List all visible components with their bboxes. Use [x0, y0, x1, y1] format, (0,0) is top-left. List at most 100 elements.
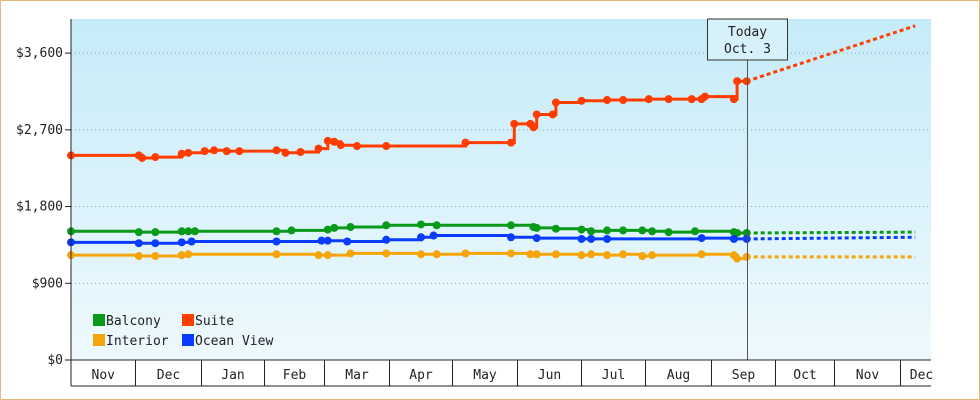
- x-tick-label: Apr: [409, 368, 433, 383]
- data-point: [603, 234, 612, 243]
- legend: Balcony Suite Interior Ocean View: [93, 314, 273, 349]
- legend-swatch: [93, 314, 105, 326]
- data-point: [648, 251, 657, 260]
- x-tick-label: Aug: [667, 368, 690, 383]
- data-point: [507, 221, 515, 230]
- y-tick-label: $900: [32, 276, 63, 291]
- legend-swatch: [182, 334, 194, 346]
- data-point: [507, 138, 515, 147]
- data-point: [222, 147, 231, 156]
- data-point: [151, 228, 160, 237]
- projection-line: [746, 230, 916, 235]
- plot-area: [71, 19, 931, 360]
- today-label: Today: [728, 25, 767, 40]
- x-tick-label: Jul: [602, 368, 625, 383]
- data-point: [644, 95, 653, 104]
- data-point: [323, 236, 332, 245]
- data-point: [323, 225, 332, 234]
- data-point: [548, 110, 557, 119]
- data-point: [603, 226, 612, 235]
- x-tick-label: Dec: [910, 368, 933, 383]
- data-point: [587, 227, 596, 236]
- data-point: [417, 233, 425, 242]
- data-point: [532, 110, 541, 119]
- data-point: [343, 237, 352, 246]
- data-point: [551, 224, 560, 233]
- data-point: [323, 251, 332, 260]
- data-point: [317, 236, 326, 245]
- data-point: [638, 251, 647, 260]
- projection-line: [746, 24, 916, 83]
- data-point: [151, 153, 160, 162]
- x-tick-label: Jan: [221, 368, 244, 383]
- data-point: [577, 251, 586, 260]
- y-tick-label: $1,800: [16, 200, 63, 215]
- axes: $0 $900 $1,800 $2,700 $3,600 Nov Dec Jan Feb Mar A…: [16, 19, 933, 387]
- legend-label: Interior: [106, 334, 169, 349]
- data-point: [697, 250, 706, 259]
- data-point: [532, 234, 541, 243]
- data-point: [551, 98, 560, 107]
- data-point: [296, 147, 305, 156]
- data-point: [177, 251, 186, 260]
- data-point: [603, 251, 612, 260]
- data-point: [697, 234, 706, 243]
- data-point: [664, 228, 673, 237]
- data-point: [187, 237, 196, 246]
- data-point: [151, 251, 160, 260]
- x-tick-label: May: [473, 368, 497, 383]
- today-box: [707, 18, 788, 61]
- data-point: [619, 95, 628, 104]
- data-point: [346, 223, 355, 232]
- legend-label: Ocean View: [195, 334, 273, 349]
- today-date: Oct. 3: [724, 42, 771, 57]
- data-point: [177, 238, 186, 247]
- today-marker: Today Oct. 3: [707, 18, 788, 360]
- data-point: [235, 147, 244, 156]
- x-tick-label: Sep: [732, 368, 756, 383]
- x-tick-label: Feb: [283, 368, 307, 383]
- data-point: [382, 249, 391, 258]
- data-point: [417, 250, 425, 259]
- projection-line: [746, 235, 916, 241]
- data-point: [184, 250, 193, 259]
- x-tick-label: Jun: [538, 368, 561, 383]
- data-point: [432, 250, 441, 259]
- data-point: [729, 234, 738, 243]
- data-point: [417, 220, 425, 229]
- data-point: [529, 123, 538, 132]
- data-point: [461, 249, 470, 258]
- data-point: [210, 146, 219, 155]
- data-point: [429, 231, 438, 240]
- legend-label: Suite: [195, 314, 234, 329]
- data-point: [336, 141, 345, 150]
- legend-swatch: [182, 314, 194, 326]
- x-tick-label: Nov: [856, 368, 880, 383]
- data-point: [532, 250, 541, 259]
- data-point: [314, 251, 323, 260]
- data-point: [134, 251, 143, 260]
- y-tick-label: $3,600: [16, 46, 63, 61]
- data-point: [200, 147, 209, 156]
- data-point: [134, 239, 143, 248]
- data-point: [700, 92, 709, 101]
- data-point: [272, 227, 281, 236]
- data-point: [577, 225, 586, 234]
- data-point: [587, 234, 596, 243]
- data-point: [638, 226, 647, 235]
- data-point: [687, 95, 696, 104]
- data-point: [151, 239, 160, 248]
- data-point: [587, 250, 596, 259]
- x-tick-label: Dec: [157, 368, 180, 383]
- data-point: [323, 136, 332, 145]
- data-point: [619, 250, 628, 259]
- data-point: [177, 149, 186, 158]
- data-point: [577, 234, 586, 243]
- data-point: [619, 226, 628, 235]
- data-point: [184, 227, 193, 236]
- data-point: [733, 228, 742, 237]
- data-point: [346, 249, 355, 258]
- data-point: [507, 233, 515, 242]
- data-point: [526, 250, 535, 259]
